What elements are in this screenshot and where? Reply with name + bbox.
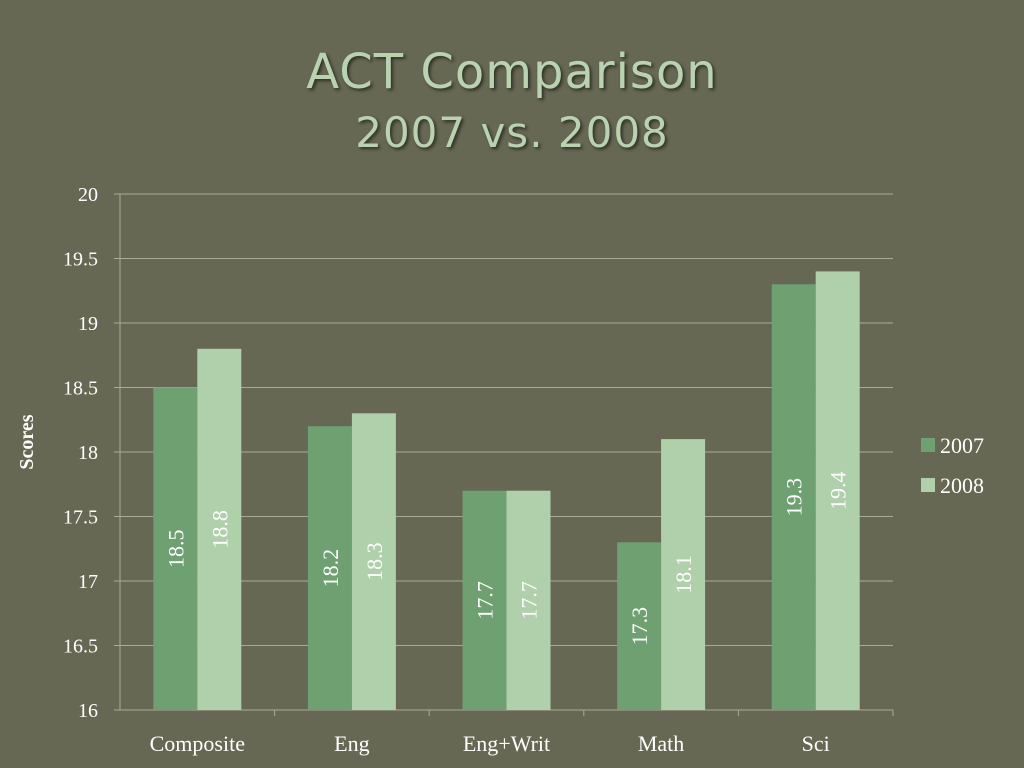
y-tick-label: 19	[78, 313, 98, 335]
data-label: 17.3	[627, 607, 652, 646]
data-label: 17.7	[517, 581, 542, 620]
bar-2008-eng-writ	[506, 490, 551, 710]
y-tick-label: 20	[78, 184, 98, 206]
bar-2007-math	[617, 542, 662, 710]
bar-2008-math	[661, 439, 706, 710]
y-axis-title: Scores	[16, 414, 38, 469]
x-tick-label: Composite	[150, 731, 245, 756]
bar-2007-composite	[153, 387, 198, 710]
y-tick-label: 17	[78, 571, 98, 593]
bar-2007-eng	[307, 426, 352, 710]
data-label: 18.5	[163, 530, 188, 569]
bar-2007-sci	[771, 284, 816, 710]
legend-label-2007: 2007	[940, 433, 984, 458]
data-label: 17.7	[473, 581, 498, 620]
y-tick-label: 18	[78, 442, 98, 464]
x-tick-label: Math	[638, 731, 684, 756]
data-label: 18.3	[362, 542, 387, 581]
data-label: 19.4	[826, 471, 851, 510]
bar-2008-eng	[351, 413, 396, 710]
data-label: 18.8	[207, 510, 232, 549]
y-tick-label: 16	[78, 700, 98, 722]
y-tick-label: 19.5	[63, 249, 98, 271]
x-tick-label: Sci	[802, 731, 830, 756]
bar-2008-sci	[815, 271, 860, 710]
bar-2007-eng-writ	[462, 490, 507, 710]
slide-title: ACT Comparison 2007 vs. 2008	[0, 40, 1024, 162]
y-tick-label: 18.5	[63, 378, 98, 400]
data-label: 18.2	[318, 549, 343, 588]
legend-swatch-2007	[921, 438, 935, 452]
y-tick-label: 17.5	[63, 507, 98, 529]
legend-swatch-2008	[921, 478, 935, 492]
data-label: 19.3	[782, 478, 807, 517]
data-label: 18.1	[671, 555, 696, 594]
title-line-1: ACT Comparison	[306, 44, 718, 100]
x-tick-label: Eng+Writ	[463, 731, 550, 756]
legend-label-2008: 2008	[940, 473, 984, 498]
title-line-2: 2007 vs. 2008	[355, 108, 669, 157]
y-tick-label: 16.5	[63, 636, 98, 658]
x-tick-label: Eng	[334, 731, 369, 756]
bar-2008-composite	[197, 348, 242, 710]
